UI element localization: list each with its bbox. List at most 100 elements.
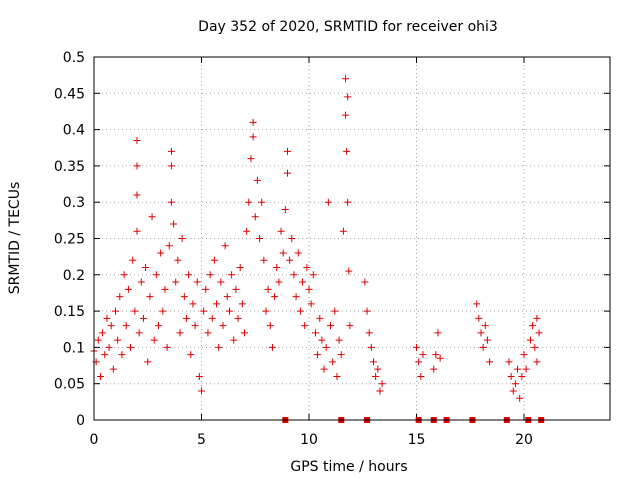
data-point <box>509 387 517 395</box>
gridlines <box>94 57 610 420</box>
data-point <box>150 336 158 344</box>
data-point <box>522 365 530 373</box>
data-point <box>436 354 444 362</box>
data-point <box>112 307 119 315</box>
data-point <box>266 322 274 330</box>
data-point <box>185 271 193 279</box>
data-point <box>361 278 369 286</box>
data-point <box>301 322 309 330</box>
data-point <box>432 351 440 359</box>
data-point <box>303 264 311 272</box>
data-point <box>473 300 481 308</box>
data-point <box>322 343 330 351</box>
data-point <box>311 329 319 337</box>
data-point <box>122 322 130 330</box>
data-point <box>275 278 283 286</box>
data-point <box>533 314 541 322</box>
data-point <box>318 336 326 344</box>
data-point <box>258 198 266 206</box>
x-tick-label: 10 <box>300 432 318 448</box>
data-point <box>167 198 175 206</box>
data-point <box>260 256 268 264</box>
x-axis-label: GPS time / hours <box>290 459 407 475</box>
data-point <box>307 300 315 308</box>
y-tick-label: 0.4 <box>63 123 85 139</box>
data-point <box>372 372 380 380</box>
data-point <box>116 293 124 301</box>
data-point <box>247 155 255 163</box>
data-point <box>101 351 109 359</box>
data-point <box>374 365 382 373</box>
data-point <box>167 147 175 155</box>
data-point <box>290 271 298 279</box>
data-point <box>165 242 173 250</box>
data-point <box>148 213 156 221</box>
data-point <box>225 307 233 315</box>
data-point <box>182 314 190 322</box>
plot-frame <box>93 56 611 421</box>
y-tick-label: 0.05 <box>54 377 85 393</box>
data-point <box>96 372 104 380</box>
data-point <box>176 329 184 337</box>
data-point <box>327 322 334 330</box>
data-point <box>157 249 165 257</box>
data-point <box>238 300 246 308</box>
data-point <box>133 191 141 199</box>
data-point <box>213 300 221 308</box>
data-point <box>241 329 248 337</box>
y-tick-label: 0.45 <box>54 86 85 102</box>
data-point <box>533 358 541 366</box>
data-point <box>249 133 257 141</box>
y-tick-label: 0.15 <box>54 304 85 320</box>
data-point <box>481 322 489 330</box>
chart-title: Day 352 of 2020, SRMTID for receiver ohi… <box>198 19 498 35</box>
data-point <box>204 329 212 337</box>
data-point <box>103 314 111 322</box>
data-point <box>155 322 162 330</box>
data-point <box>419 351 427 359</box>
data-point <box>273 264 281 272</box>
data-point <box>344 198 352 206</box>
data-point <box>228 271 236 279</box>
data-point <box>309 271 317 279</box>
data-point <box>324 198 332 206</box>
data-point <box>167 162 175 170</box>
data-point <box>281 205 289 213</box>
data-point <box>193 278 201 286</box>
y-tick-label: 0.3 <box>63 195 85 211</box>
data-point <box>133 227 141 235</box>
data-point <box>114 336 122 344</box>
data-point <box>210 256 218 264</box>
data-point <box>344 93 352 101</box>
data-point <box>221 242 229 250</box>
data-point <box>345 267 353 275</box>
data-point <box>191 322 199 330</box>
data-point <box>109 365 117 373</box>
data-point <box>314 351 322 359</box>
data-point <box>335 336 343 344</box>
data-point <box>415 358 423 366</box>
data-point <box>144 358 152 366</box>
data-point <box>346 322 354 330</box>
data-point <box>288 235 296 242</box>
data-point <box>180 293 188 301</box>
data-point <box>378 380 386 388</box>
data-point <box>129 256 137 264</box>
data-point <box>343 147 351 155</box>
data-point <box>249 118 257 126</box>
data-point <box>505 358 513 366</box>
data-point <box>271 293 279 301</box>
data-point <box>208 314 216 322</box>
data-point <box>339 227 347 235</box>
data-point <box>329 358 337 366</box>
data-point <box>105 343 113 351</box>
data-point <box>434 329 442 337</box>
data-point <box>178 235 186 242</box>
data-point <box>161 285 169 293</box>
data-point <box>187 351 195 359</box>
data-point <box>245 198 253 206</box>
data-point <box>526 336 534 344</box>
data-point <box>256 235 264 242</box>
data-point <box>284 169 291 177</box>
data-point <box>159 307 167 315</box>
